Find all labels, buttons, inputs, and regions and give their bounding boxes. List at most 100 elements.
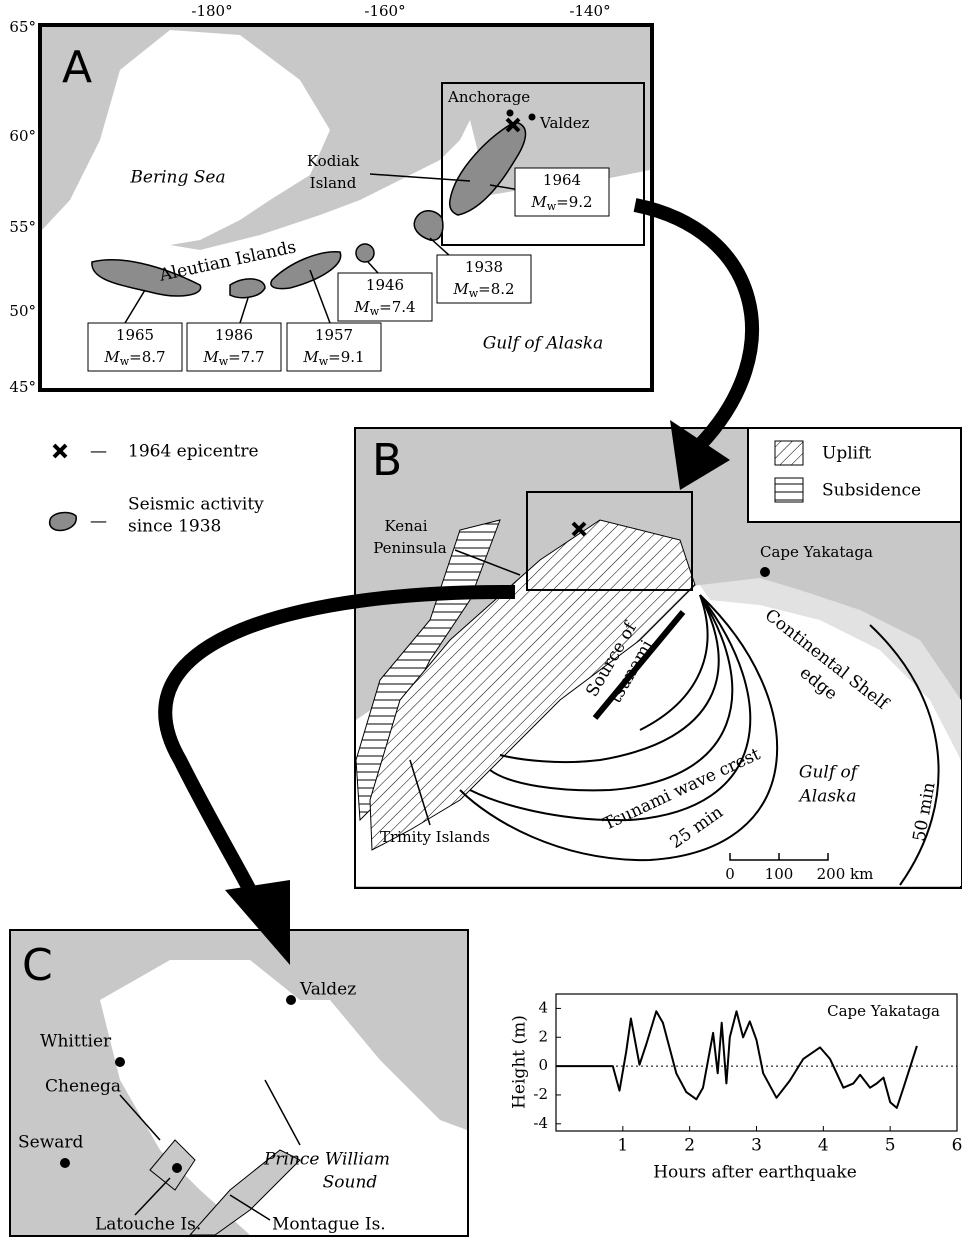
x-tick-label: 1 [617, 1136, 628, 1156]
event-magnitude: Mw=7.7 [202, 348, 264, 368]
seismic-zone [356, 244, 374, 262]
x-tick-label: 2 [684, 1136, 695, 1156]
event-year: 1986 [215, 326, 253, 344]
magnitude-equals: = [328, 348, 341, 366]
y-tick-label: 4 [538, 998, 548, 1016]
x-axis-label: Hours after earthquake [653, 1163, 857, 1183]
scale-label: 200 km [817, 865, 874, 883]
legend-label: since 1938 [128, 517, 221, 537]
sea-label: Bering Sea [129, 168, 225, 188]
sea-label: Gulf of Alaska [483, 334, 604, 354]
event-year: 1957 [315, 326, 353, 344]
place-label: Latouche Is. [95, 1215, 201, 1235]
place-label: Montague Is. [272, 1215, 386, 1235]
city-dot [115, 1057, 125, 1067]
x-tick-label: 4 [818, 1136, 829, 1156]
legend-label: Seismic activity [128, 495, 264, 515]
scale-label: 0 [725, 865, 735, 883]
latitude-label: 60° [9, 127, 36, 145]
magnitude-symbol: M [103, 348, 120, 366]
city-dot [60, 1158, 70, 1168]
place-label: Trinity Islands [380, 828, 490, 846]
city-dot [507, 110, 514, 117]
magnitude-value: 8.7 [142, 348, 166, 366]
magnitude-symbol: M [202, 348, 219, 366]
place-label: Whittier [40, 1032, 112, 1052]
magnitude-symbol: M [530, 193, 547, 211]
data-line [556, 1011, 917, 1108]
epicentre-symbol [54, 445, 66, 457]
place-label: Seward [18, 1133, 84, 1153]
magnitude-symbol: M [353, 298, 370, 316]
event-year: 1964 [543, 171, 581, 189]
magnitude-value: 8.2 [491, 280, 515, 298]
panel-c: C Valdez Whittier Chenega Seward Latouch… [10, 930, 468, 1236]
magnitude-symbol: M [302, 348, 319, 366]
chart-title: Cape Yakataga [827, 1002, 940, 1020]
event-magnitude: Mw=9.1 [302, 348, 364, 368]
magnitude-equals: = [228, 348, 241, 366]
panel-b: Uplift Subsidence B Kenai Peninsula Cape… [355, 428, 961, 888]
tide-gauge-chart: Cape Yakataga Hours after earthquake Hei… [510, 994, 963, 1183]
place-label: Valdez [299, 980, 356, 1000]
longitude-label: -160° [364, 2, 405, 20]
event-magnitude: Mw=9.2 [530, 193, 592, 213]
legend-label: Uplift [822, 444, 871, 464]
magnitude-value: 7.4 [392, 298, 416, 316]
event-year: 1965 [116, 326, 154, 344]
magnitude-equals: = [556, 193, 569, 211]
event-magnitude: Mw=7.4 [353, 298, 415, 318]
event-year: 1938 [465, 258, 503, 276]
event-magnitude: Mw=8.7 [103, 348, 165, 368]
latitude-label: 45° [9, 378, 36, 396]
scale-label: 100 [765, 865, 794, 883]
panel-a: A -180° -160° -140° 65° 60° 55° 50° 45° … [9, 2, 652, 396]
longitude-label: -140° [569, 2, 610, 20]
place-label: Island [310, 174, 357, 192]
legend: — 1964 epicentre — Seismic activity sinc… [50, 442, 264, 537]
city-dot [286, 995, 296, 1005]
magnitude-value: 9.1 [341, 348, 365, 366]
panel-label: B [372, 435, 402, 486]
x-tick-label: 5 [885, 1136, 896, 1156]
latitude-label: 55° [9, 218, 36, 236]
x-tick-label: 3 [751, 1136, 762, 1156]
subsidence-swatch [775, 478, 803, 502]
seismic-symbol [50, 513, 77, 531]
y-axis-label: Height (m) [510, 1015, 530, 1109]
sea-label: Gulf of [799, 763, 860, 783]
sea-label: Alaska [797, 787, 856, 807]
magnitude-symbol: M [452, 280, 469, 298]
event-magnitude: Mw=8.2 [452, 280, 514, 300]
place-label: Cape Yakataga [760, 543, 873, 561]
place-label: Anchorage [447, 88, 530, 106]
y-tick-label: -4 [533, 1114, 548, 1132]
latitude-label: 65° [9, 18, 36, 36]
figure: A -180° -160° -140° 65° 60° 55° 50° 45° … [0, 0, 963, 1245]
legend-dash: — [90, 512, 107, 532]
city-dot [760, 567, 770, 577]
magnitude-equals: = [379, 298, 392, 316]
city-dot [529, 114, 536, 121]
longitude-label: -180° [191, 2, 232, 20]
y-tick-label: 0 [538, 1056, 548, 1074]
place-label: Kodiak [307, 152, 360, 170]
sea-label: Sound [323, 1173, 378, 1193]
sea-label: Prince William [263, 1150, 390, 1170]
place-label: Valdez [539, 114, 590, 132]
uplift-swatch [775, 441, 803, 465]
magnitude-equals: = [478, 280, 491, 298]
event-year: 1946 [366, 276, 404, 294]
y-tick-label: -2 [533, 1085, 548, 1103]
magnitude-equals: = [129, 348, 142, 366]
magnitude-value: 9.2 [569, 193, 593, 211]
place-label: Peninsula [373, 539, 447, 557]
x-tick-label: 6 [952, 1136, 963, 1156]
panel-label: C [22, 940, 53, 991]
legend-label: 1964 epicentre [128, 442, 259, 462]
place-label: Chenega [45, 1077, 121, 1097]
legend-label: Subsidence [822, 481, 921, 501]
latitude-label: 50° [9, 302, 36, 320]
city-dot [172, 1163, 182, 1173]
panel-label: A [62, 42, 92, 93]
